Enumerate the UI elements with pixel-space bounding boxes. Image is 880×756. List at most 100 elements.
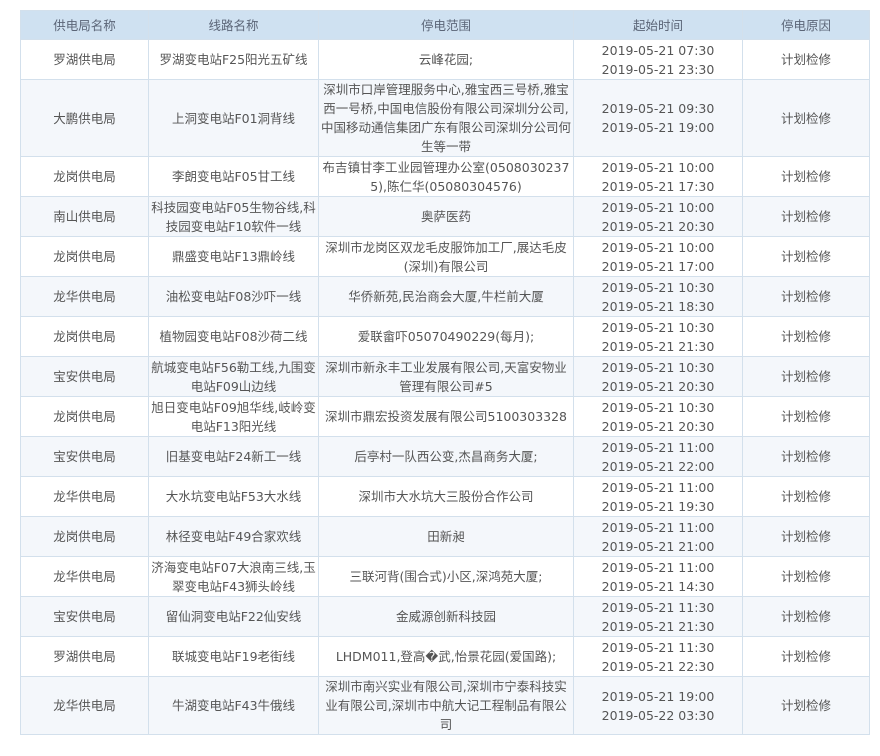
bureau-cell: 宝安供电局 — [20, 356, 149, 397]
reason-cell: 计划检修 — [742, 236, 870, 277]
reason-cell: 计划检修 — [742, 556, 870, 597]
line-cell: 留仙洞变电站F22仙安线 — [148, 596, 319, 637]
header-bureau: 供电局名称 — [20, 10, 149, 40]
start-time: 2019-05-21 10:30 — [601, 319, 715, 335]
time-cell: 2019-05-21 10:30 2019-05-21 20:30 — [573, 396, 743, 437]
time-cell: 2019-05-21 10:30 2019-05-21 20:30 — [573, 356, 743, 397]
start-time: 2019-05-21 10:00 — [601, 239, 715, 255]
end-time: 2019-05-21 23:30 — [601, 61, 715, 77]
bureau-cell: 龙岗供电局 — [20, 236, 149, 277]
reason-cell: 计划检修 — [742, 636, 870, 677]
line-cell: 植物园变电站F08沙荷二线 — [148, 316, 319, 357]
table-row: 龙岗供电局 旭日变电站F09旭华线,岐岭变电站F13阳光线 深圳市鼎宏投资发展有限公… — [20, 396, 870, 437]
outage-table: 供电局名称 线路名称 停电范围 起始时间 停电原因 罗湖供电局 罗湖变电站F25阳… — [20, 10, 870, 735]
time-cell: 2019-05-21 11:00 2019-05-21 19:30 — [573, 476, 743, 517]
end-time: 2019-05-21 22:30 — [601, 658, 715, 674]
scope-cell: 三联河背(围合式)小区,深鸿苑大厦; — [318, 556, 574, 597]
reason-cell: 计划检修 — [742, 356, 870, 397]
reason-cell: 计划检修 — [742, 316, 870, 357]
scope-cell: 田新昶 — [318, 516, 574, 557]
end-time: 2019-05-21 20:30 — [601, 218, 715, 234]
bureau-cell: 龙华供电局 — [20, 676, 149, 735]
start-time: 2019-05-21 10:30 — [601, 279, 715, 295]
start-time: 2019-05-21 11:30 — [601, 639, 715, 655]
start-time: 2019-05-21 11:00 — [601, 439, 715, 455]
line-cell: 李朗变电站F05甘工线 — [148, 156, 319, 197]
bureau-cell: 大鹏供电局 — [20, 79, 149, 157]
bureau-cell: 龙岗供电局 — [20, 316, 149, 357]
end-time: 2019-05-21 17:30 — [601, 178, 715, 194]
line-cell: 科技园变电站F05生物谷线,科技园变电站F10软件一线 — [148, 196, 319, 237]
line-cell: 罗湖变电站F25阳光五矿线 — [148, 39, 319, 80]
reason-cell: 计划检修 — [742, 476, 870, 517]
end-time: 2019-05-21 20:30 — [601, 418, 715, 434]
scope-cell: 布吉镇甘李工业园管理办公室(05080302375),陈仁华(050803045… — [318, 156, 574, 197]
line-cell: 旭日变电站F09旭华线,岐岭变电站F13阳光线 — [148, 396, 319, 437]
bureau-cell: 罗湖供电局 — [20, 636, 149, 677]
bureau-cell: 龙华供电局 — [20, 556, 149, 597]
reason-cell: 计划检修 — [742, 39, 870, 80]
reason-cell: 计划检修 — [742, 676, 870, 735]
scope-cell: 华侨新苑,民治商会大厦,牛栏前大厦 — [318, 276, 574, 317]
reason-cell: 计划检修 — [742, 396, 870, 437]
header-scope: 停电范围 — [318, 10, 574, 40]
end-time: 2019-05-21 14:30 — [601, 578, 715, 594]
start-time: 2019-05-21 11:30 — [601, 599, 715, 615]
table-row: 龙华供电局 济海变电站F07大浪南三线,玉翠变电站F43狮头岭线 三联河背(围合式)… — [20, 556, 870, 597]
time-cell: 2019-05-21 10:00 2019-05-21 17:00 — [573, 236, 743, 277]
table-row: 龙岗供电局 植物园变电站F08沙荷二线 爱联畲吓05070490229(每月); 20… — [20, 316, 870, 357]
header-reason: 停电原因 — [742, 10, 870, 40]
start-time: 2019-05-21 11:00 — [601, 519, 715, 535]
start-time: 2019-05-21 11:00 — [601, 559, 715, 575]
line-cell: 牛湖变电站F43牛俄线 — [148, 676, 319, 735]
scope-cell: 深圳市大水坑大三股份合作公司 — [318, 476, 574, 517]
time-cell: 2019-05-21 10:30 2019-05-21 18:30 — [573, 276, 743, 317]
time-cell: 2019-05-21 11:00 2019-05-21 22:00 — [573, 436, 743, 477]
start-time: 2019-05-21 10:30 — [601, 399, 715, 415]
table-row: 龙岗供电局 鼎盛变电站F13鼎岭线 深圳市龙岗区双龙毛皮服饰加工厂,展达毛皮(深圳)… — [20, 236, 870, 277]
bureau-cell: 龙岗供电局 — [20, 156, 149, 197]
scope-cell: 后亭村一队西公变,杰昌商务大厦; — [318, 436, 574, 477]
scope-cell: 金威源创新科技园 — [318, 596, 574, 637]
end-time: 2019-05-22 03:30 — [601, 707, 715, 723]
scope-cell: 云峰花园; — [318, 39, 574, 80]
line-cell: 大水坑变电站F53大水线 — [148, 476, 319, 517]
bureau-cell: 罗湖供电局 — [20, 39, 149, 80]
end-time: 2019-05-21 21:30 — [601, 618, 715, 634]
bureau-cell: 龙华供电局 — [20, 276, 149, 317]
line-cell: 上洞变电站F01洞背线 — [148, 79, 319, 157]
bureau-cell: 宝安供电局 — [20, 596, 149, 637]
end-time: 2019-05-21 21:00 — [601, 538, 715, 554]
reason-cell: 计划检修 — [742, 516, 870, 557]
end-time: 2019-05-21 22:00 — [601, 458, 715, 474]
time-cell: 2019-05-21 09:30 2019-05-21 19:00 — [573, 79, 743, 157]
header-line: 线路名称 — [148, 10, 319, 40]
time-cell: 2019-05-21 10:30 2019-05-21 21:30 — [573, 316, 743, 357]
scope-cell: 深圳市口岸管理服务中心,雅宝西三号桥,雅宝西一号桥,中国电信股份有限公司深圳分公… — [318, 79, 574, 157]
line-cell: 联城变电站F19老街线 — [148, 636, 319, 677]
end-time: 2019-05-21 20:30 — [601, 378, 715, 394]
reason-cell: 计划检修 — [742, 276, 870, 317]
bureau-cell: 龙岗供电局 — [20, 396, 149, 437]
time-cell: 2019-05-21 11:00 2019-05-21 21:00 — [573, 516, 743, 557]
scope-cell: 深圳市鼎宏投资发展有限公司5100303328 — [318, 396, 574, 437]
table-row: 宝安供电局 旧基变电站F24新工一线 后亭村一队西公变,杰昌商务大厦; 2019-05… — [20, 436, 870, 477]
scope-cell: 深圳市南兴实业有限公司,深圳市宁泰科技实业有限公司,深圳市中航大记工程制品有限公… — [318, 676, 574, 735]
start-time: 2019-05-21 10:30 — [601, 359, 715, 375]
scope-cell: LHDM011,登高�武,怡景花园(爱国路); — [318, 636, 574, 677]
line-cell: 济海变电站F07大浪南三线,玉翠变电站F43狮头岭线 — [148, 556, 319, 597]
table-header-row: 供电局名称 线路名称 停电范围 起始时间 停电原因 — [20, 10, 870, 40]
end-time: 2019-05-21 17:00 — [601, 258, 715, 274]
scope-cell: 深圳市龙岗区双龙毛皮服饰加工厂,展达毛皮(深圳)有限公司 — [318, 236, 574, 277]
bureau-cell: 南山供电局 — [20, 196, 149, 237]
table-row: 龙华供电局 油松变电站F08沙吓一线 华侨新苑,民治商会大厦,牛栏前大厦 2019-0… — [20, 276, 870, 317]
table-row: 龙岗供电局 林径变电站F49合家欢线 田新昶 2019-05-21 11:00 2019… — [20, 516, 870, 557]
table-row: 龙岗供电局 李朗变电站F05甘工线 布吉镇甘李工业园管理办公室(0508030237… — [20, 156, 870, 197]
end-time: 2019-05-21 21:30 — [601, 338, 715, 354]
line-cell: 鼎盛变电站F13鼎岭线 — [148, 236, 319, 277]
table-row: 南山供电局 科技园变电站F05生物谷线,科技园变电站F10软件一线 奥萨医药 2019… — [20, 196, 870, 237]
table-row: 大鹏供电局 上洞变电站F01洞背线 深圳市口岸管理服务中心,雅宝西三号桥,雅宝西一号… — [20, 79, 870, 157]
line-cell: 旧基变电站F24新工一线 — [148, 436, 319, 477]
reason-cell: 计划检修 — [742, 156, 870, 197]
start-time: 2019-05-21 07:30 — [601, 42, 715, 58]
